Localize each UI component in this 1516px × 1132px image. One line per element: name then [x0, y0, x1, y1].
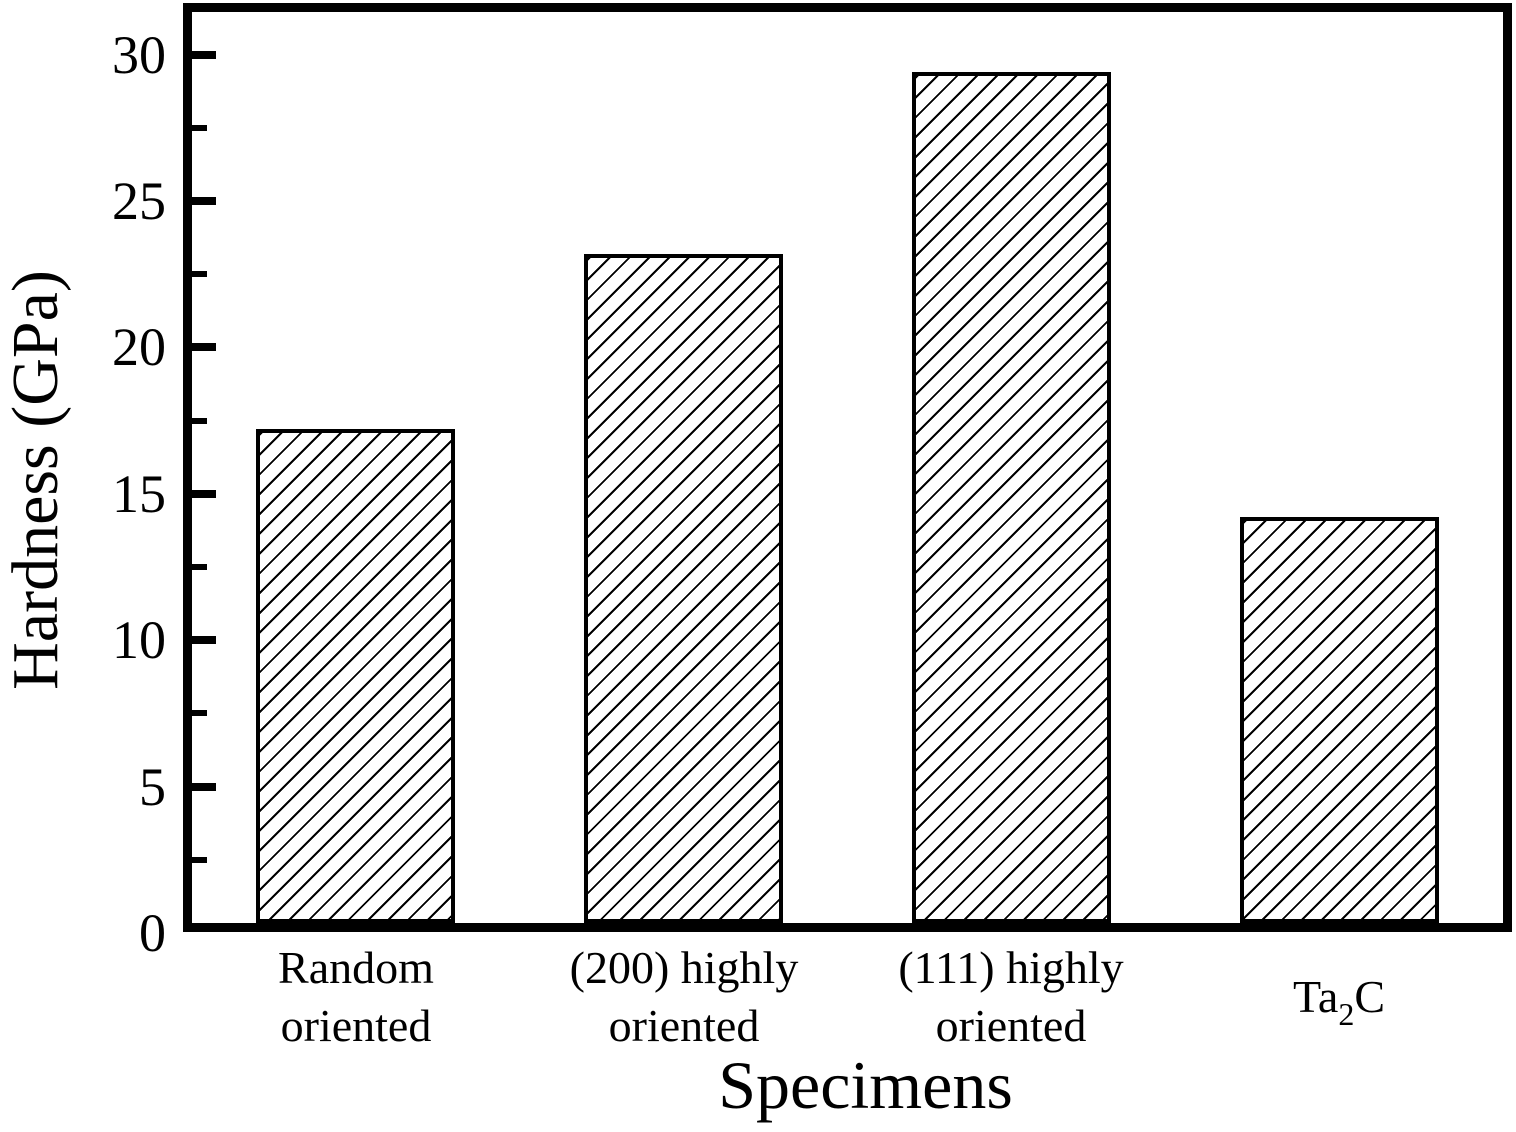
- x-category-label-line: Random: [278, 942, 434, 993]
- bar-random-oriented: [256, 429, 455, 923]
- bar-200-highly-oriented: [584, 254, 783, 923]
- x-category-label-line: oriented: [280, 1000, 432, 1051]
- x-category-label-111-highly-oriented: (111) highly oriented: [821, 936, 1201, 1058]
- bar-111-highly-oriented: [912, 72, 1111, 923]
- plot-inner-region: [192, 12, 1503, 923]
- y-tick-label: 15: [112, 463, 166, 524]
- y-minor-tick: [192, 271, 207, 278]
- y-minor-tick: [192, 564, 207, 570]
- x-category-label-line: (111) highly: [898, 942, 1124, 993]
- y-tick-label: 25: [112, 171, 166, 231]
- x-category-label-ta2c: Ta2C: [1149, 936, 1516, 1058]
- subscript-text: 2: [1338, 996, 1355, 1032]
- x-axis-title: Specimens: [718, 1047, 1013, 1123]
- x-category-label-random-oriented: Random oriented: [166, 936, 546, 1058]
- x-category-label-200-highly-oriented: (200) highly oriented: [494, 936, 874, 1058]
- bar-ta2c: [1240, 517, 1439, 923]
- y-tick-label: 30: [112, 24, 166, 85]
- y-major-tick: [192, 50, 216, 59]
- x-category-label-line: oriented: [935, 1000, 1087, 1051]
- y-tick-label: 20: [112, 317, 166, 378]
- y-minor-tick: [192, 856, 207, 863]
- y-minor-tick: [192, 124, 207, 131]
- y-minor-tick: [192, 417, 207, 424]
- y-major-tick: [192, 782, 216, 791]
- x-category-label-line: Ta2C: [1293, 971, 1385, 1032]
- y-major-tick: [192, 636, 216, 645]
- y-tick-label: 0: [139, 903, 166, 963]
- x-category-label-line: (200) highly: [569, 942, 799, 993]
- y-major-tick: [192, 197, 216, 205]
- x-category-label-line: oriented: [608, 1000, 760, 1051]
- y-minor-tick: [192, 710, 207, 717]
- y-major-tick: [192, 343, 216, 352]
- y-major-tick: [192, 489, 216, 498]
- y-tick-label: 10: [112, 610, 166, 671]
- y-tick-label: 5: [139, 756, 166, 817]
- plot-area: [183, 3, 1512, 932]
